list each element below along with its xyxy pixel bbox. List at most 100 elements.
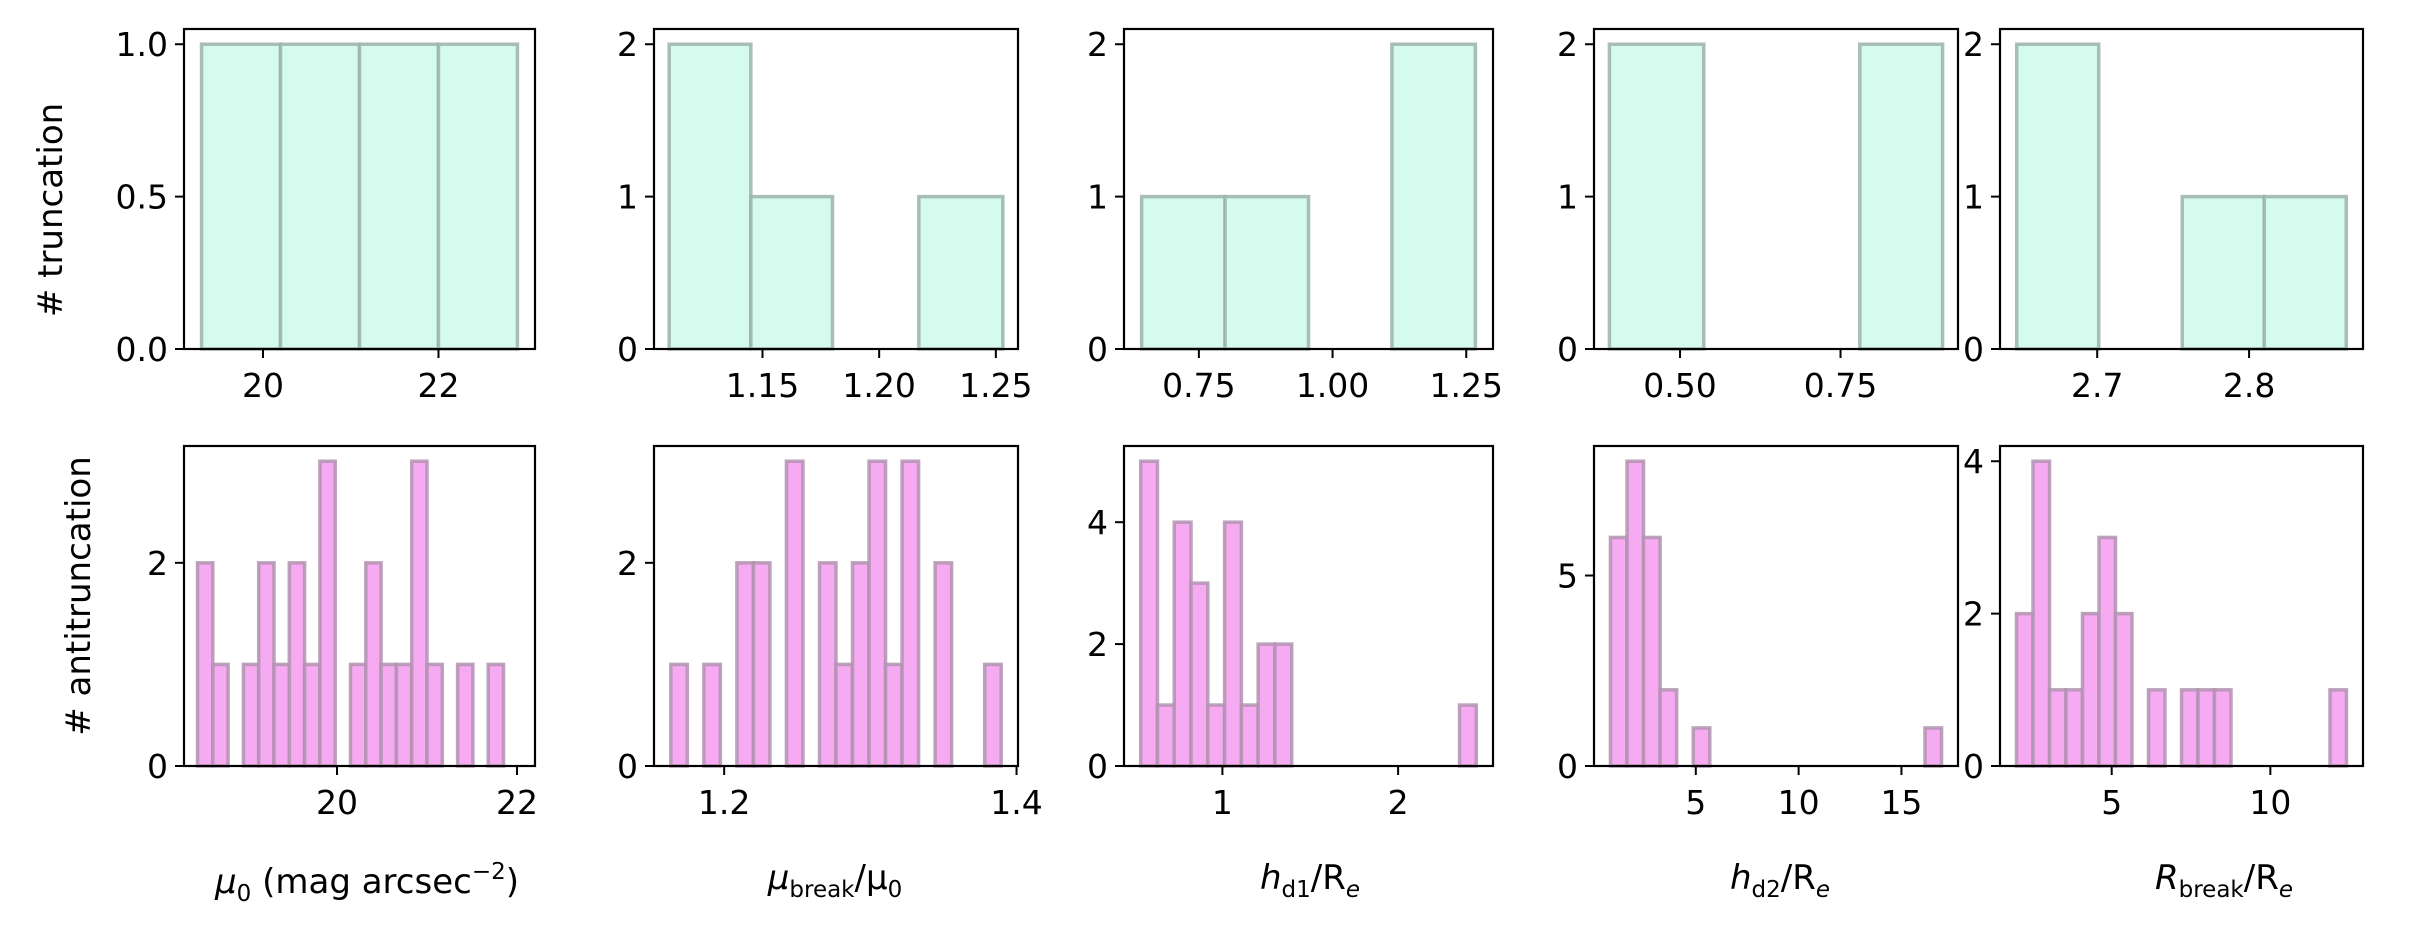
histogram-bar bbox=[1256, 642, 1277, 768]
histogram-bar bbox=[409, 459, 429, 768]
y-tick-label: 2 bbox=[1963, 595, 1984, 634]
xlabel-hd1-ratio: hd1/Re bbox=[1260, 858, 1360, 903]
x-tick-label: 0.75 bbox=[1804, 366, 1877, 405]
axes-frame bbox=[182, 444, 537, 768]
histogram-bar bbox=[425, 662, 445, 768]
y-tick-label: 1 bbox=[1087, 178, 1108, 217]
y-tick-label: 2 bbox=[617, 25, 638, 64]
histogram-bar bbox=[1189, 581, 1210, 768]
histogram-bar bbox=[883, 662, 904, 768]
histogram-bar bbox=[834, 662, 855, 768]
x-tick-label: 15 bbox=[1880, 783, 1922, 822]
histogram-bar bbox=[1641, 535, 1662, 768]
histogram-bar bbox=[735, 561, 756, 768]
histogram-bar bbox=[1691, 726, 1712, 768]
histogram-bar bbox=[751, 561, 772, 768]
y-tick-label: 0 bbox=[1087, 330, 1108, 369]
y-tick-label: 2 bbox=[1557, 25, 1578, 64]
histogram-bar bbox=[1923, 726, 1944, 768]
x-tick-label: 1.00 bbox=[1296, 366, 1369, 405]
y-tick-label: 2 bbox=[1087, 25, 1108, 64]
histogram-bar bbox=[784, 459, 805, 768]
histogram-bar bbox=[287, 561, 307, 768]
histogram-bar bbox=[867, 459, 888, 768]
histogram-bar bbox=[195, 561, 215, 768]
y-tick-label: 1 bbox=[617, 178, 638, 217]
histogram-bar bbox=[1625, 459, 1646, 768]
x-tick-label: 10 bbox=[1778, 783, 1820, 822]
histogram-bar bbox=[436, 42, 520, 351]
y-tick-label: 0 bbox=[1963, 330, 1984, 369]
histogram-bar bbox=[455, 662, 475, 768]
histogram-bar bbox=[1658, 688, 1679, 768]
histogram-bar bbox=[933, 561, 954, 768]
x-tick-label: 1.4 bbox=[990, 783, 1042, 822]
row-label-truncation: # truncation bbox=[31, 103, 71, 317]
column-labels: μ0 (mag arcsec−2) μbreak/μ0 hd1/Re hd2/R… bbox=[214, 858, 2293, 907]
histogram-bar bbox=[486, 662, 506, 768]
x-tick-label: 2 bbox=[1388, 783, 1409, 822]
histogram-bar bbox=[982, 662, 1003, 768]
histogram-bar bbox=[2047, 688, 2068, 768]
histogram-bar bbox=[1273, 642, 1294, 768]
x-tick-label: 1.15 bbox=[726, 366, 799, 405]
histogram-panel-truncation-3: 0.75 1.00 1.25 0 1 2 bbox=[1087, 25, 1503, 405]
histogram-bar bbox=[278, 42, 362, 351]
histogram-bar bbox=[749, 194, 835, 351]
histogram-bar bbox=[1608, 535, 1629, 768]
histogram-bar bbox=[1858, 42, 1945, 351]
histogram-panel-truncation-4: 0.50 0.75 0 1 2 bbox=[1557, 25, 1960, 405]
histogram-bar bbox=[917, 194, 1005, 351]
y-tick-label: 4 bbox=[1963, 442, 1984, 481]
x-tick-label: 0.50 bbox=[1643, 366, 1716, 405]
histogram-bar bbox=[900, 459, 921, 768]
histogram-bar bbox=[1172, 520, 1193, 768]
histogram-bar bbox=[2014, 611, 2035, 768]
y-tick-label: 0 bbox=[617, 330, 638, 369]
histogram-bar bbox=[348, 662, 368, 768]
x-tick-label: 5 bbox=[1685, 783, 1706, 822]
histogram-bar bbox=[669, 662, 690, 768]
histogram-bar bbox=[2328, 688, 2349, 768]
histogram-bar bbox=[379, 662, 399, 768]
histogram-bar bbox=[1390, 42, 1478, 351]
histogram-bar bbox=[2014, 42, 2101, 351]
histogram-bar bbox=[1139, 194, 1227, 351]
x-tick-label: 2.8 bbox=[2223, 366, 2275, 405]
axes-frame bbox=[652, 27, 1020, 351]
histogram-bar bbox=[199, 42, 283, 351]
histogram-panel-antitruncation-5: 5 10 0 2 4 bbox=[1963, 442, 2365, 822]
histogram-bar bbox=[817, 561, 838, 768]
histogram-bar bbox=[2064, 688, 2085, 768]
histogram-panel-truncation-1: 20 22 0.0 0.5 1.0 bbox=[116, 25, 537, 405]
histogram-panel-antitruncation-4: 5 10 15 0 5 bbox=[1557, 444, 1960, 822]
histogram-bar bbox=[1457, 703, 1479, 768]
x-tick-label: 2.7 bbox=[2071, 366, 2123, 405]
histogram-bar bbox=[1138, 459, 1160, 768]
y-tick-label: 0.0 bbox=[116, 330, 168, 369]
histogram-bar bbox=[302, 662, 322, 768]
histogram-bar bbox=[318, 459, 337, 768]
x-tick-label: 1.20 bbox=[842, 366, 915, 405]
y-tick-label: 0 bbox=[617, 747, 638, 786]
histogram-bar bbox=[2212, 688, 2233, 768]
y-tick-label: 0 bbox=[1087, 747, 1108, 786]
histogram-bar bbox=[211, 662, 230, 768]
x-tick-label: 1.2 bbox=[698, 783, 750, 822]
histogram-bar bbox=[364, 561, 383, 768]
xlabel-mu-break-ratio: μbreak/μ0 bbox=[767, 858, 903, 903]
y-tick-label: 0 bbox=[1557, 330, 1578, 369]
histogram-bar bbox=[1607, 42, 1706, 351]
histogram-bar bbox=[2080, 611, 2101, 768]
y-tick-label: 1.0 bbox=[116, 25, 168, 64]
histogram-bar bbox=[1206, 703, 1227, 768]
axes-frame bbox=[1592, 444, 1960, 768]
histogram-bar bbox=[272, 662, 292, 768]
histogram-panel-truncation-5: 2.7 2.8 0 1 2 bbox=[1963, 25, 2365, 405]
axes-frame bbox=[1122, 444, 1495, 768]
axes-frame bbox=[1998, 27, 2365, 351]
x-tick-label: 1 bbox=[1212, 783, 1233, 822]
histogram-bar bbox=[850, 561, 871, 768]
